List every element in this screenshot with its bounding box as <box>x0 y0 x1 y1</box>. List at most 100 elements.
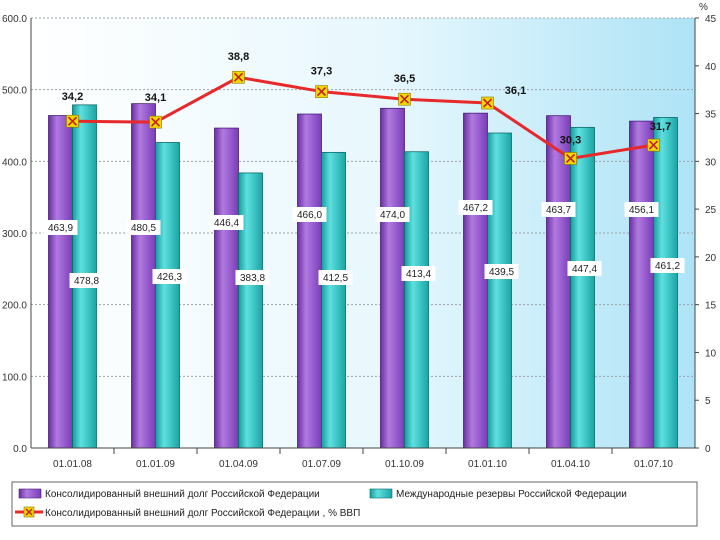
x-tick-label: 01.01.10 <box>468 459 507 470</box>
y-tick-label: 600.0 <box>2 14 27 25</box>
legend-swatch <box>18 488 42 499</box>
bar-reserves <box>321 151 346 449</box>
x-tick-label: 01.04.09 <box>219 459 258 470</box>
bar-reserves <box>570 126 595 449</box>
data-label-text: 461,2 <box>655 261 680 272</box>
data-label-text: 480,5 <box>131 223 156 234</box>
data-label-debt: 446,4 <box>209 215 244 230</box>
bar-reserves <box>487 132 512 449</box>
data-label-bg <box>209 215 244 230</box>
line-marker <box>564 152 577 165</box>
data-label-bg <box>69 273 104 288</box>
legend: Консолидированный внешний долг Российско… <box>11 481 698 527</box>
data-label-reserves: 461,2 <box>650 258 685 273</box>
data-label-reserves: 413,4 <box>401 266 436 281</box>
data-label-debt: 466,0 <box>292 207 327 222</box>
marker-cross <box>150 117 161 127</box>
data-label-pct: 38,8 <box>228 51 249 63</box>
data-label-debt: 463,9 <box>43 220 78 235</box>
data-label-text: 463,9 <box>48 223 73 234</box>
data-label-bg <box>235 270 270 285</box>
data-label-reserves: 383,8 <box>235 270 270 285</box>
line-marker <box>232 70 245 84</box>
legend-label: Международные резервы Российской Федерац… <box>396 489 627 500</box>
data-label-bg <box>484 264 519 279</box>
y-tick-label: 300.0 <box>2 229 27 240</box>
data-label-debt: 463,7 <box>541 202 576 217</box>
x-tick-label: 01.04.10 <box>551 459 590 470</box>
data-label-text: 412,5 <box>323 273 348 284</box>
bar-debt <box>214 127 239 449</box>
x-tick-label: 01.10.09 <box>385 459 424 470</box>
marker-cross <box>399 94 410 104</box>
x-tick-label: 01.07.10 <box>634 459 673 470</box>
y-tick-label: 400.0 <box>2 157 27 168</box>
line-marker <box>149 115 162 129</box>
data-label-pct: 34,2 <box>62 91 83 103</box>
line-marker <box>315 85 328 98</box>
data-label-reserves: 426,3 <box>152 269 187 284</box>
data-label-text: 439,5 <box>489 267 514 278</box>
data-label-pct: 34,1 <box>145 92 166 104</box>
marker-cross <box>648 140 659 150</box>
data-label-bg <box>458 200 493 215</box>
y2-tick-label: 10 <box>705 348 717 359</box>
data-label-pct: 37,3 <box>311 66 332 78</box>
data-label-bg <box>375 207 410 222</box>
marker-cross <box>316 87 327 97</box>
marker-cross <box>67 116 78 126</box>
data-label-reserves: 439,5 <box>484 264 519 279</box>
line-marker <box>66 114 79 128</box>
data-label-text: 478,8 <box>74 276 99 287</box>
data-label-text: 426,3 <box>157 272 182 283</box>
data-label-bg <box>318 270 353 285</box>
marker-cross <box>233 72 244 82</box>
data-label-bg <box>152 269 187 284</box>
bar-reserves <box>404 151 429 449</box>
data-label-text: 413,4 <box>406 269 431 280</box>
data-label-text: 446,4 <box>214 218 239 229</box>
data-label-reserves: 447,4 <box>567 261 602 276</box>
labels-layer: 463,9 478,8 34,2 480,5 426,3 34,1 446,4 383,8 38… <box>43 51 685 288</box>
bar-debt <box>546 115 571 449</box>
y2-tick-label: 30 <box>705 157 717 168</box>
data-label-text: 456,1 <box>629 205 654 216</box>
legend-entry-debt-gdp: Консолидированный внешний долг Российско… <box>15 506 360 519</box>
bar-debt <box>131 103 156 449</box>
data-label-bg <box>541 202 576 217</box>
y-tick-label: 100.0 <box>2 372 27 383</box>
data-label-pct: 36,1 <box>505 85 526 97</box>
axes-layer: 0.0 100.0 200.0 300.0 400.0 500.0 600.0 0 5 10 15 2… <box>2 2 717 470</box>
data-label-debt: 456,1 <box>624 202 659 217</box>
data-label-pct: 30,3 <box>560 134 581 146</box>
data-label-reserves: 412,5 <box>318 270 353 285</box>
y-tick-label: 500.0 <box>2 86 27 97</box>
data-label-bg <box>567 261 602 276</box>
data-label-bg <box>650 258 685 273</box>
bar-debt <box>463 112 488 449</box>
bar-debt <box>297 113 322 449</box>
marker-cross <box>565 153 576 164</box>
data-label-bg <box>126 220 161 235</box>
bar-debt <box>48 115 73 449</box>
legend-entry-debt: Консолидированный внешний долг Российско… <box>18 488 320 500</box>
data-label-reserves: 478,8 <box>69 273 104 288</box>
data-label-bg <box>292 207 327 222</box>
data-label-bg <box>624 202 659 217</box>
marker-cross <box>482 98 493 108</box>
data-label-debt: 467,2 <box>458 200 493 215</box>
line-marker <box>481 96 494 110</box>
legend-marker-cross <box>25 508 33 516</box>
y2-tick-label: 40 <box>705 62 717 73</box>
x-tick-label: 01.01.09 <box>136 459 175 470</box>
bar-reserves <box>238 172 263 449</box>
legend-swatch <box>369 488 393 499</box>
legend-frame <box>11 481 698 527</box>
data-label-text: 467,2 <box>463 203 488 214</box>
y2-tick-label: 25 <box>705 205 717 216</box>
data-label-text: 466,0 <box>297 210 322 221</box>
y2-tick-label: 20 <box>705 253 717 264</box>
y-tick-label: 0.0 <box>13 444 27 455</box>
y-tick-label: 200.0 <box>2 301 27 312</box>
